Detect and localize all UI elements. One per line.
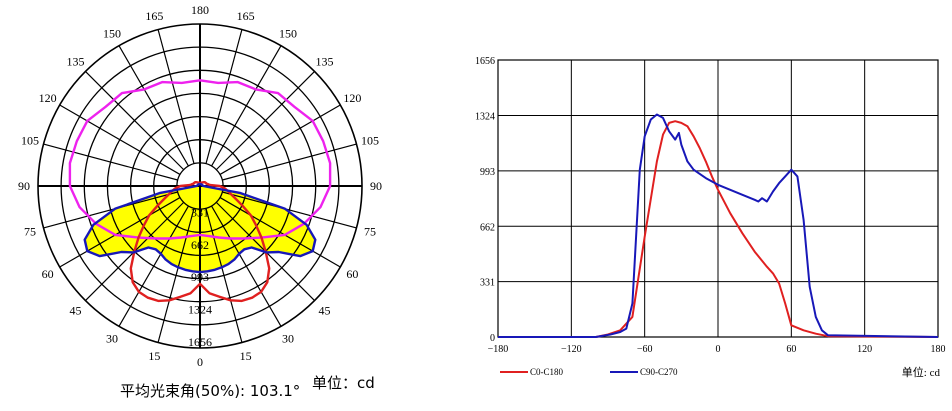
cartesian-y-tick: 331	[480, 278, 495, 289]
polar-angle-tick: 45	[319, 304, 331, 318]
polar-angle-tick: 0	[197, 355, 203, 369]
polar-grid-spoke	[85, 71, 185, 171]
polar-angle-tick: 180	[191, 3, 209, 17]
cartesian-x-tick: 180	[931, 344, 946, 355]
polar-angle-tick: 75	[364, 225, 376, 239]
polar-radial-tick: 662	[191, 238, 209, 252]
cartesian-x-tick: 120	[857, 344, 872, 355]
polar-angle-tick: 150	[279, 27, 297, 41]
polar-radial-tick: 1656	[188, 335, 212, 349]
polar-angle-tick: 15	[240, 349, 252, 363]
polar-grid-spoke	[118, 45, 189, 167]
polar-angle-tick: 120	[39, 91, 57, 105]
cartesian-unit-label: 单位: cd	[902, 365, 941, 379]
polar-radial-tick: 1324	[188, 303, 212, 317]
cartesian-y-tick: 1656	[475, 56, 495, 67]
polar-radial-tick: 993	[191, 270, 209, 284]
polar-angle-tick: 135	[316, 55, 334, 69]
cartesian-x-tick: −120	[561, 344, 582, 355]
polar-grid-spoke	[157, 29, 195, 164]
cartesian-x-tick: 60	[786, 344, 796, 355]
polar-angle-tick: 120	[343, 91, 361, 105]
legend-label: C0-C180	[530, 367, 564, 377]
legend-label: C90-C270	[640, 367, 678, 377]
polar-grid-spoke	[219, 104, 341, 175]
polar-grid-spoke	[205, 29, 243, 164]
polar-grid-spoke	[222, 191, 357, 229]
polar-grid-spoke	[43, 191, 178, 229]
cartesian-x-tick: −180	[488, 344, 509, 355]
polar-angle-tick: 30	[282, 331, 294, 345]
cartesian-x-tick: −60	[637, 344, 653, 355]
polar-series-curve	[83, 182, 317, 274]
cartesian-y-tick: 0	[490, 333, 495, 344]
polar-angle-tick: 165	[237, 9, 255, 23]
beam-angle-label: 平均光束角(50%): 103.1°	[120, 382, 301, 400]
polar-angle-tick: 105	[361, 133, 379, 147]
polar-grid-spoke	[59, 197, 181, 268]
polar-grid-spoke	[205, 208, 243, 343]
cartesian-y-tick: 1324	[475, 112, 495, 123]
polar-grid-spoke	[222, 143, 357, 181]
polar-series-curve	[68, 79, 332, 240]
polar-angle-tick: 60	[42, 267, 54, 281]
polar-angle-tick: 90	[370, 179, 382, 193]
polar-angle-tick: 15	[148, 349, 160, 363]
polar-angle-tick: 105	[21, 133, 39, 147]
polar-intensity-chart: 180 1651651501501351351201201051059090757…	[18, 3, 382, 369]
polar-angle-tick: 75	[24, 225, 36, 239]
polar-grid-spoke	[211, 45, 282, 167]
polar-grid-spoke	[215, 71, 315, 171]
polar-angle-tick: 135	[67, 55, 85, 69]
polar-angle-tick: 150	[103, 27, 121, 41]
polar-grid-spoke	[211, 205, 282, 327]
polar-angle-tick: 60	[346, 267, 358, 281]
polar-grid-spoke	[59, 104, 181, 175]
cartesian-y-tick: 993	[480, 167, 495, 178]
polar-angle-tick: 30	[106, 331, 118, 345]
polar-angle-tick: 90	[18, 179, 30, 193]
cartesian-intensity-chart: −180 −120 −60 0 60 120 180 0 331 662 993 1324 1656 C0…	[475, 56, 946, 379]
cartesian-plot-frame	[497, 59, 939, 338]
polar-unit-label: 单位：cd	[312, 374, 375, 392]
cartesian-series-line	[498, 120, 939, 338]
polar-grid-spoke	[118, 205, 189, 327]
polar-angle-tick: 45	[70, 304, 82, 318]
polar-radial-tick: 331	[191, 205, 209, 219]
polar-grid-spoke	[43, 143, 178, 181]
polar-grid-spoke	[157, 208, 195, 343]
cartesian-series-line	[498, 113, 939, 338]
polar-angle-tick: 165	[145, 9, 163, 23]
cartesian-x-tick: 0	[716, 344, 721, 355]
cartesian-y-tick: 662	[480, 222, 495, 233]
polar-grid-spoke	[219, 197, 341, 268]
